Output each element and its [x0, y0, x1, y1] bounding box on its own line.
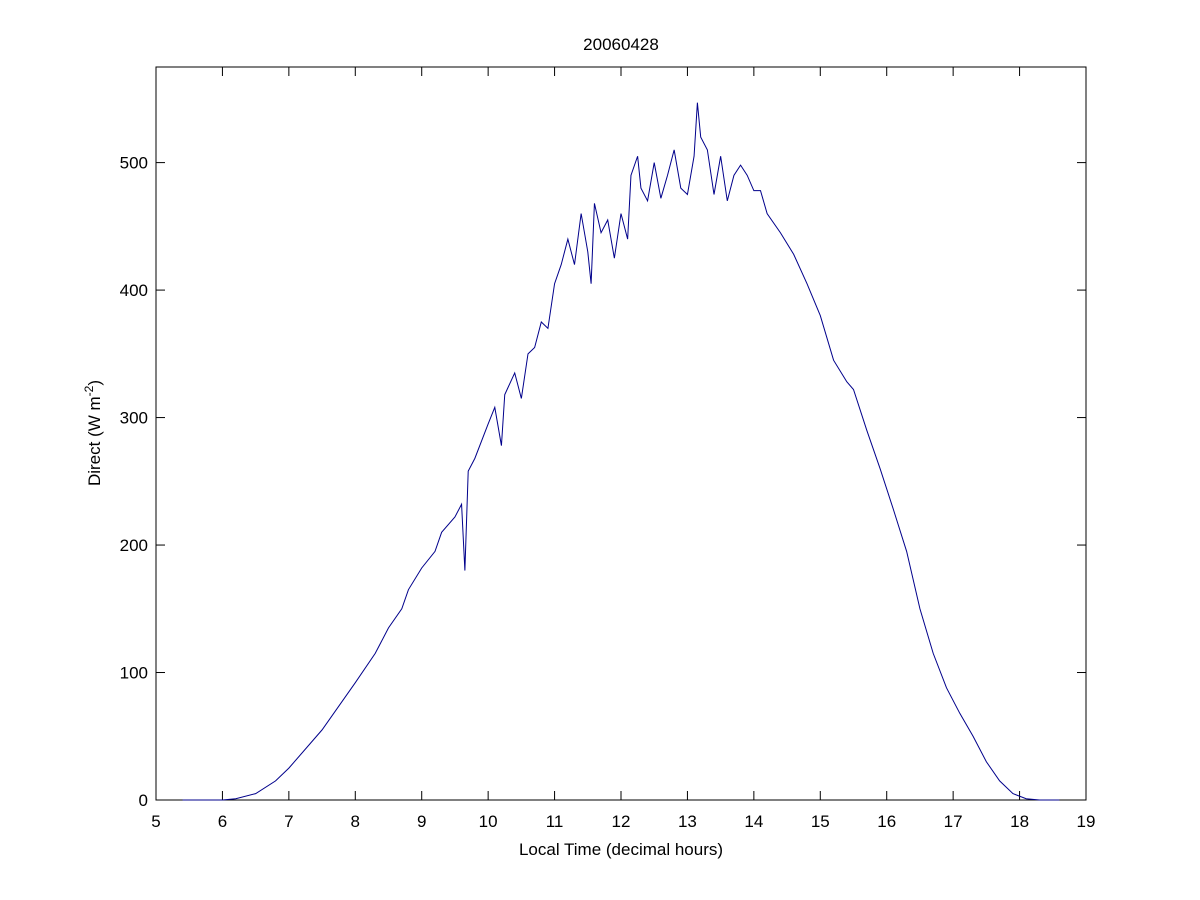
- x-tick-label: 14: [744, 812, 763, 831]
- y-tick-label: 200: [120, 536, 148, 555]
- chart-title: 20060428: [583, 35, 659, 54]
- x-tick-label: 13: [678, 812, 697, 831]
- x-tick-label: 9: [417, 812, 426, 831]
- x-tick-label: 15: [811, 812, 830, 831]
- x-tick-label: 11: [546, 812, 564, 831]
- x-tick-label: 16: [877, 812, 896, 831]
- y-tick-label: 0: [139, 791, 148, 810]
- x-tick-label: 8: [351, 812, 360, 831]
- y-tick-label: 400: [120, 281, 148, 300]
- x-axis-label: Local Time (decimal hours): [519, 840, 723, 859]
- y-tick-label: 500: [120, 154, 148, 173]
- x-tick-label: 7: [284, 812, 293, 831]
- x-tick-label: 17: [944, 812, 963, 831]
- data-line: [182, 102, 1060, 801]
- x-tick-label: 6: [218, 812, 227, 831]
- x-tick-label: 10: [479, 812, 498, 831]
- y-tick-label: 300: [120, 409, 148, 428]
- plot-frame: [155, 66, 1087, 801]
- x-tick-label: 12: [612, 812, 631, 831]
- y-tick-label: 100: [120, 664, 148, 683]
- x-tick-label: 19: [1077, 812, 1096, 831]
- x-tick-label: 18: [1010, 812, 1029, 831]
- x-tick-label: 5: [151, 812, 160, 831]
- y-axis-label: Direct (W m-2): [82, 380, 104, 486]
